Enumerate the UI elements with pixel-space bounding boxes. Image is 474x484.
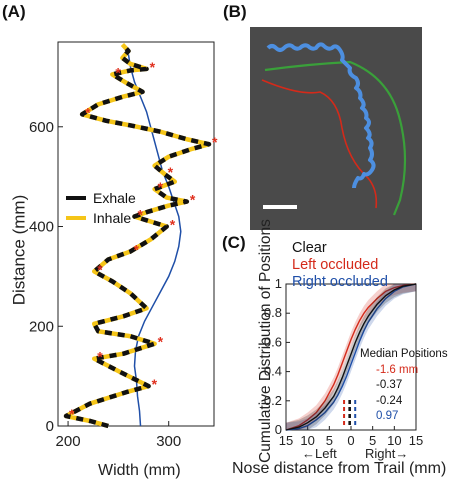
x-tick-label: 15: [409, 433, 423, 448]
y-tick-label: 1: [275, 276, 282, 291]
legend-exhale-label: Exhale: [93, 190, 136, 206]
clear-curve-band: [286, 284, 416, 430]
left-occluded-curve: [285, 283, 417, 431]
clear-curve: [285, 283, 417, 431]
x-tick-label: 15: [279, 433, 293, 448]
panel-b-image-background: [250, 27, 422, 230]
panel-c-x-axis-label: Nose distance from Trail (mm): [232, 460, 447, 477]
panel-b-scale-bar: [263, 205, 297, 209]
panel-a-frame: [57, 41, 215, 427]
panel-b-red-path: [261, 79, 378, 209]
median-left-occluded: -1.6 mm: [376, 363, 419, 376]
x-tick-label: 5: [326, 433, 333, 448]
legend-inhale: Inhale: [66, 208, 136, 228]
sniff-path-inhale: [63, 42, 212, 429]
x-tick-label: 10: [300, 433, 314, 448]
y-tick-label: 0: [46, 418, 54, 435]
right-occluded-curve-band: [286, 284, 416, 430]
x-tick-label: 10: [387, 433, 401, 448]
median-positions-box: Median Positions -1.6 mm -0.37 -0.24 0.9…: [360, 347, 448, 425]
x-tick-label: 0: [347, 433, 354, 448]
asterisk-marker: *: [137, 207, 143, 223]
left-arrow-label: ←Left: [302, 446, 337, 461]
x-tick-label: 5: [369, 433, 376, 448]
asterisk-marker: *: [158, 334, 164, 350]
panel-label-b: (B): [223, 2, 247, 21]
legend-clear: Clear: [292, 240, 327, 256]
y-tick-label: 0.4: [264, 364, 282, 379]
panel-a-legend: Exhale Inhale: [66, 188, 136, 228]
y-tick-label: 200: [29, 318, 54, 335]
panel-c-legend: Clear Left occluded Right occluded: [292, 240, 388, 291]
right-occluded-curve: [285, 283, 417, 431]
y-tick-label: 0.6: [264, 334, 282, 349]
median-right-occluded: 0.97: [376, 410, 399, 422]
asterisk-marker: *: [158, 179, 164, 195]
x-tick-label: 300: [156, 433, 181, 450]
y-tick-label: 400: [29, 219, 54, 236]
panel-a-x-axis-label: Width (mm): [98, 462, 181, 479]
asterisk-marker: *: [97, 349, 103, 365]
panel-label-c: (C): [222, 233, 246, 252]
y-tick-label: 0.8: [264, 305, 282, 320]
trail-line: [127, 54, 182, 427]
legend-right-occluded: Right occluded: [292, 274, 388, 290]
x-tick-label: 200: [56, 433, 81, 450]
asterisk-marker: *: [212, 134, 218, 150]
panel-c-y-axis-label: Cumulative Distribution of Positions: [226, 219, 274, 463]
median-clear-2: -0.24: [376, 394, 403, 407]
median-positions-title: Median Positions: [360, 348, 448, 360]
asterisk-marker: *: [115, 64, 121, 80]
legend-exhale: Exhale: [66, 188, 136, 208]
panel-label-a: (A): [2, 2, 26, 21]
asterisk-marker: *: [133, 241, 139, 257]
asterisk-marker: *: [168, 164, 174, 180]
y-tick-label: 600: [29, 119, 54, 136]
asterisk-marker: *: [69, 406, 75, 422]
asterisk-marker: *: [97, 261, 103, 277]
median-clear-1: -0.37: [376, 379, 403, 391]
legend-inhale-swatch: [66, 216, 86, 220]
legend-left-occluded: Left occluded: [292, 257, 379, 273]
y-tick-label: 0.2: [264, 393, 282, 408]
panel-b-sniff-path: [266, 42, 376, 189]
asterisk-marker: *: [152, 376, 158, 392]
asterisk-marker: *: [170, 217, 176, 233]
asterisk-marker: *: [150, 59, 156, 75]
y-tick-label: 0: [275, 422, 282, 437]
asterisk-marker: *: [85, 104, 91, 120]
panel-c-y-axis-label-text: Cumulative Distribution of Positions: [256, 219, 274, 463]
asterisk-marker: *: [190, 192, 196, 208]
legend-exhale-swatch: [66, 196, 86, 200]
panel-b-trail: [264, 60, 407, 216]
legend-inhale-label: Inhale: [93, 210, 132, 226]
right-arrow-label: Right→: [365, 446, 408, 461]
